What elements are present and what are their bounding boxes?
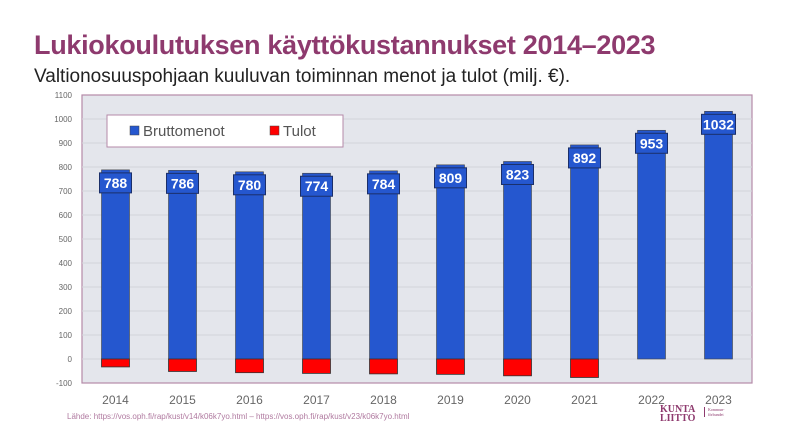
x-tick-label: 2023 [705,393,732,407]
y-tick-label: 500 [59,235,73,244]
x-tick-label: 2021 [571,393,598,407]
data-label: 823 [506,166,530,182]
bar-bruttomenot [168,170,197,360]
source-note: Lähde: https://vos.oph.fi/rap/kust/v14/k… [67,412,410,421]
bar-bruttomenot [235,171,264,360]
page-subtitle: Valtionosuuspohjaan kuuluvan toiminnan m… [34,66,571,87]
bar-tulot [369,358,398,375]
bar-tulot [570,358,599,378]
y-tick-label: 100 [59,331,73,340]
x-tick-label: 2016 [236,393,263,407]
x-tick-label: 2018 [370,393,397,407]
legend: Bruttomenot Tulot [106,114,344,148]
data-label: 774 [305,178,329,194]
legend-label-bruttomenot: Bruttomenot [143,123,226,140]
y-tick-label: 1000 [54,115,72,124]
y-tick-label: 400 [59,259,73,268]
data-label-box [233,174,266,196]
y-tick-label: 300 [59,283,73,292]
bar-tulot [436,358,465,375]
bar-bruttomenot [302,172,331,360]
bar-tulot [168,358,197,372]
legend-label-tulot: Tulot [283,123,317,140]
x-tick-label: 2017 [303,393,330,407]
data-label-box [166,172,199,194]
y-tick-label: 700 [59,187,73,196]
data-label-box [300,175,333,197]
y-tick-label: 900 [59,139,73,148]
data-label: 788 [104,175,128,191]
bar-tulot [302,358,331,374]
bar-bruttomenot [101,169,130,360]
data-label-box [434,167,467,189]
bar-bruttomenot [637,129,666,360]
bar-bruttomenot [436,164,465,360]
legend-box [106,114,344,148]
legend-swatch-bruttomenot [129,125,140,136]
bar-tulot [235,358,264,374]
x-tick-label: 2015 [169,393,196,407]
y-tick-label: 0 [68,355,73,364]
logo-tag: Kommun-förbundet [704,407,734,417]
page-title: Lukiokoulutuksen käyttökustannukset 2014… [34,30,656,60]
y-tick-label: 1100 [55,91,73,100]
kuntaliitto-logo: KUNTA LIITTO Kommun-förbundet [660,404,724,424]
data-label-box [367,173,400,195]
bar-tulot [503,358,532,377]
bar-bruttomenot [503,161,532,360]
bar-tulot [101,358,130,368]
data-label: 1032 [703,116,734,132]
data-label: 809 [439,170,463,186]
data-label: 953 [640,135,664,151]
y-tick-label: 800 [59,163,73,172]
y-tick-label: -100 [56,379,73,388]
y-tick-label: 600 [59,211,73,220]
data-label-box [501,163,534,185]
legend-swatch-tulot [269,125,280,136]
x-tick-label: 2022 [638,393,665,407]
data-label-box [701,113,736,135]
y-tick-label: 200 [59,307,73,316]
data-label: 786 [171,175,195,191]
data-label: 784 [372,176,396,192]
bar-bruttomenot [570,144,599,360]
bar-bruttomenot [704,111,733,360]
data-label: 780 [238,177,262,193]
data-label-box [635,132,668,154]
data-label-box [99,172,132,194]
x-tick-label: 2019 [437,393,464,407]
data-label: 892 [573,150,597,166]
data-label-box [568,147,601,169]
logo-line1: KUNTA [660,404,696,415]
x-tick-label: 2020 [504,393,531,407]
logo-line2: LIITTO [660,413,696,424]
bar-bruttomenot [369,170,398,360]
x-tick-label: 2014 [102,393,129,407]
